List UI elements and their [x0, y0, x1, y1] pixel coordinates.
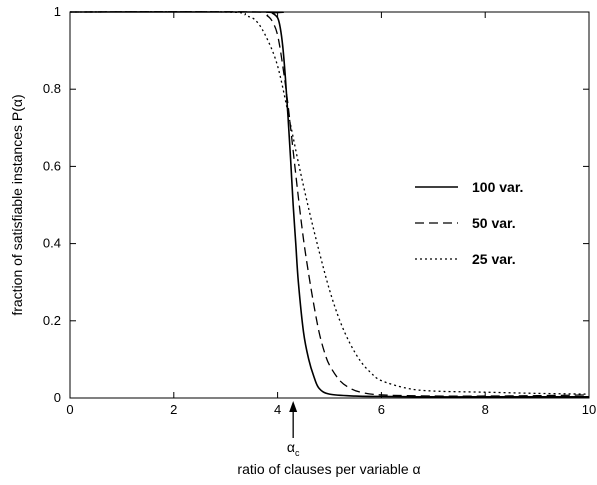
x-tick-label: 0	[66, 402, 73, 417]
y-tick-label: 1	[54, 4, 61, 19]
alpha-c-subscript: c	[295, 448, 300, 458]
alpha-c-symbol: α	[287, 439, 295, 455]
x-tick-label: 6	[378, 402, 385, 417]
x-tick-label: 2	[170, 402, 177, 417]
alpha-c-label: αc	[287, 439, 300, 458]
y-tick-label: 0.2	[43, 313, 61, 328]
legend-label-0: 100 var.	[472, 179, 523, 195]
x-tick-label: 4	[274, 402, 281, 417]
y-tick-label: 0.6	[43, 158, 61, 173]
series-line-0	[69, 11, 589, 398]
series-line-1	[69, 11, 590, 397]
axis-ticks: 0 2 4 6 8 10 0 0.2 0.4 0.6 0.8 1	[43, 4, 596, 417]
alpha-c-arrow-head	[289, 401, 298, 412]
x-tick-label: 10	[582, 402, 596, 417]
alpha-c-annotation: αc	[287, 401, 300, 458]
y-tick-label: 0	[54, 390, 61, 405]
y-tick-label: 0.4	[43, 236, 61, 251]
legend-label-1: 50 var.	[472, 215, 516, 231]
y-axis-label: fraction of satisfiable instances P(α)	[9, 94, 25, 315]
y-tick-label: 0.8	[43, 81, 61, 96]
series-lines	[69, 11, 590, 398]
x-axis-label: ratio of clauses per variable α	[237, 461, 420, 477]
series-line-2	[69, 11, 590, 395]
plot-frame	[69, 11, 590, 399]
x-tick-label: 8	[482, 402, 489, 417]
legend: 100 var. 50 var. 25 var.	[415, 179, 523, 267]
legend-label-2: 25 var.	[472, 251, 516, 267]
